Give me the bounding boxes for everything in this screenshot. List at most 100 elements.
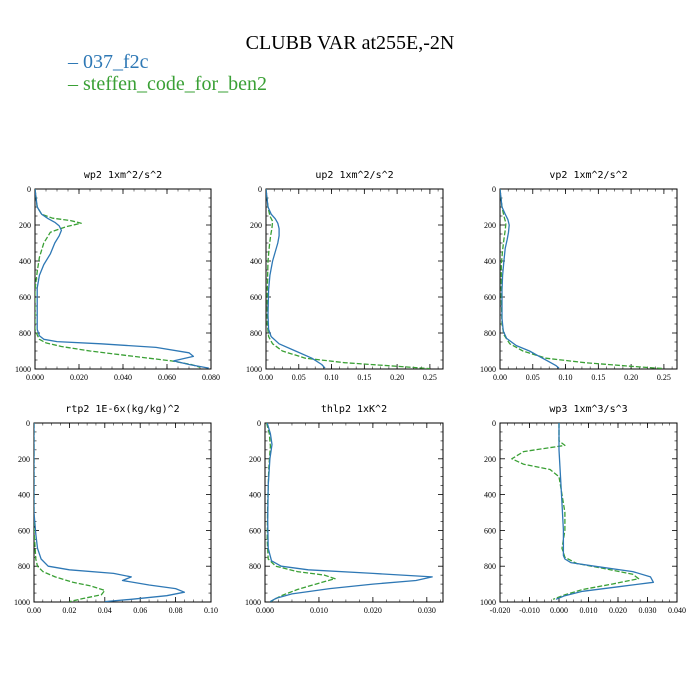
- x-tick-label: 0.05: [526, 373, 540, 382]
- x-tick-label: 0.010: [580, 606, 598, 615]
- x-tick-label: 0.00: [259, 373, 273, 382]
- x-tick-label: 0.05: [292, 373, 306, 382]
- x-tick-label: 0.02: [62, 606, 76, 615]
- panel-title: rtp2 1E-6x(kg/kg)^2: [65, 404, 179, 415]
- y-tick-label: 800: [19, 329, 31, 338]
- legend: – 037_f2c – steffen_code_for_ben2: [67, 51, 267, 95]
- series-line-037-f2c: [35, 189, 209, 369]
- y-tick-label: 600: [18, 526, 30, 535]
- x-tick-label: 0.06: [133, 606, 147, 615]
- series-line-037-f2c: [500, 189, 560, 369]
- x-tick-label: 0.10: [204, 606, 218, 615]
- x-tick-label: 0.04: [98, 606, 112, 615]
- y-tick-label: 1000: [15, 365, 31, 374]
- y-tick-label: 200: [18, 455, 30, 464]
- y-tick-label: 800: [250, 329, 262, 338]
- x-tick-label: 0.080: [202, 373, 220, 382]
- x-tick-label: 0.020: [364, 606, 382, 615]
- series-line-037-f2c: [266, 423, 433, 602]
- y-tick-label: 200: [484, 455, 496, 464]
- legend-label: steffen_code_for_ben2: [83, 73, 267, 95]
- y-tick-label: 800: [18, 562, 30, 571]
- y-tick-label: 0: [258, 185, 262, 194]
- series-line-steffen-code-for-ben2: [265, 423, 336, 602]
- panel-title: wp2 1xm^2/s^2: [84, 170, 162, 181]
- series-line-steffen-code-for-ben2: [511, 423, 640, 600]
- legend-item-037-f2c: – 037_f2c: [67, 51, 149, 73]
- y-tick-label: 800: [484, 329, 496, 338]
- y-tick-label: 600: [19, 293, 31, 302]
- x-tick-label: 0.010: [310, 606, 328, 615]
- figure-title: CLUBB VAR at255E,-2N: [246, 32, 455, 54]
- x-tick-label: 0.030: [639, 606, 657, 615]
- series-line-037-f2c: [34, 423, 186, 602]
- x-tick-label: 0.020: [70, 373, 88, 382]
- series-line-037-f2c: [266, 189, 326, 369]
- y-tick-label: 1000: [480, 598, 496, 607]
- x-tick-label: 0.030: [418, 606, 436, 615]
- y-tick-label: 400: [484, 491, 496, 500]
- x-tick-label: 0.000: [550, 606, 568, 615]
- x-tick-label: 0.15: [591, 373, 605, 382]
- y-tick-label: 0: [26, 419, 30, 428]
- series-line-steffen-code-for-ben2: [35, 189, 201, 368]
- panel-6: wp3 1xm^3/s^3 0 200 400 600 800 1000-0.020 -0.0…: [480, 404, 686, 615]
- panel-title: vp2 1xm^2/s^2: [549, 170, 627, 181]
- legend-swatch: –: [67, 51, 83, 73]
- y-tick-label: 800: [249, 562, 261, 571]
- x-tick-label: 0.10: [559, 373, 573, 382]
- legend-item-steffen-code-for-ben2: – steffen_code_for_ben2: [67, 73, 267, 95]
- y-tick-label: 200: [249, 455, 261, 464]
- panel-4: rtp2 1E-6x(kg/kg)^2 0 200 400 600 800 10000.00…: [14, 404, 218, 615]
- x-tick-label: 0.10: [325, 373, 339, 382]
- panel-title: up2 1xm^2/s^2: [315, 170, 393, 181]
- x-tick-label: 0.25: [423, 373, 437, 382]
- series-line-steffen-code-for-ben2: [34, 423, 106, 602]
- x-tick-label: 0.000: [26, 373, 44, 382]
- series-line-037-f2c: [555, 423, 655, 600]
- x-tick-label: 0.25: [657, 373, 671, 382]
- x-tick-label: 0.040: [668, 606, 686, 615]
- y-tick-label: 0: [492, 419, 496, 428]
- x-tick-label: 0.20: [624, 373, 638, 382]
- x-tick-label: -0.010: [519, 606, 540, 615]
- x-tick-label: 0.20: [390, 373, 404, 382]
- y-tick-label: 400: [18, 491, 30, 500]
- y-tick-label: 1000: [14, 598, 30, 607]
- y-tick-label: 1000: [480, 365, 496, 374]
- x-tick-label: 0.000: [256, 606, 274, 615]
- y-tick-label: 800: [484, 562, 496, 571]
- legend-swatch: –: [67, 73, 83, 95]
- y-tick-label: 400: [19, 257, 31, 266]
- x-tick-label: 0.15: [357, 373, 371, 382]
- y-tick-label: 600: [249, 526, 261, 535]
- x-tick-label: -0.020: [490, 606, 511, 615]
- x-tick-label: 0.060: [158, 373, 176, 382]
- y-tick-label: 400: [249, 491, 261, 500]
- panel-title: thlp2 1xK^2: [321, 404, 387, 415]
- y-tick-label: 0: [492, 185, 496, 194]
- y-tick-label: 600: [250, 293, 262, 302]
- y-tick-label: 0: [27, 185, 31, 194]
- y-tick-label: 400: [484, 257, 496, 266]
- panel-title: wp3 1xm^3/s^3: [549, 404, 627, 415]
- y-tick-label: 200: [250, 221, 262, 230]
- y-tick-label: 200: [484, 221, 496, 230]
- x-tick-label: 0.040: [114, 373, 132, 382]
- y-tick-label: 600: [484, 293, 496, 302]
- y-tick-label: 1000: [245, 598, 261, 607]
- y-tick-label: 600: [484, 526, 496, 535]
- x-tick-label: 0.08: [169, 606, 183, 615]
- y-tick-label: 1000: [246, 365, 262, 374]
- x-tick-label: 0.00: [493, 373, 507, 382]
- x-tick-label: 0.00: [27, 606, 41, 615]
- y-tick-label: 0: [257, 419, 261, 428]
- x-tick-label: 0.020: [609, 606, 627, 615]
- legend-label: 037_f2c: [83, 51, 149, 73]
